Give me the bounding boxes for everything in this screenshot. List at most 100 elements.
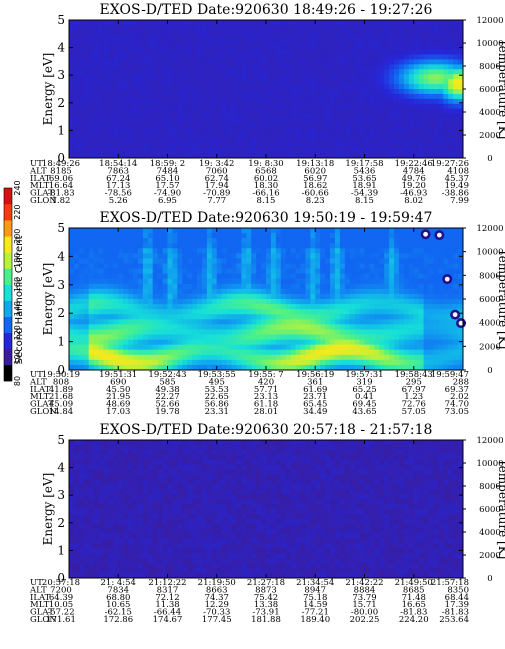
heatmap-cell bbox=[113, 238, 119, 244]
heatmap-cell bbox=[221, 118, 227, 124]
heatmap-cell bbox=[305, 108, 311, 115]
panel-1: EXOS-D/TED Date:920630 18:49:26 - 19:27:… bbox=[29, 2, 505, 206]
heatmap-cell bbox=[226, 258, 232, 264]
heatmap-cell bbox=[108, 103, 114, 110]
heatmap-cell bbox=[231, 49, 237, 55]
heatmap-cell bbox=[310, 283, 316, 290]
heatmap-cell bbox=[384, 113, 390, 119]
heatmap-cell bbox=[334, 334, 341, 340]
heatmap-cell bbox=[398, 334, 405, 340]
heatmap-cell bbox=[270, 248, 277, 254]
heatmap-cell bbox=[295, 253, 301, 259]
heatmap-cell bbox=[231, 29, 237, 36]
heatmap-cell bbox=[88, 469, 95, 475]
heatmap-cell bbox=[78, 148, 85, 154]
heatmap-cell bbox=[128, 309, 134, 315]
heatmap-cell bbox=[103, 128, 109, 134]
heatmap-cell bbox=[275, 44, 282, 50]
heatmap-cell bbox=[113, 49, 119, 55]
heatmap-cell bbox=[389, 233, 395, 239]
heatmap-cell bbox=[123, 364, 129, 371]
heatmap-cell bbox=[295, 44, 301, 50]
heatmap-cell bbox=[128, 39, 134, 46]
heatmap-cell bbox=[123, 349, 129, 356]
heatmap-cell bbox=[78, 133, 85, 139]
heatmap-cell bbox=[290, 288, 296, 295]
heatmap-cell bbox=[236, 153, 242, 159]
heatmap-cell bbox=[310, 69, 316, 75]
heatmap-cell bbox=[246, 93, 252, 100]
ephemeris-value: 4784 bbox=[403, 166, 425, 176]
heatmap-cell bbox=[349, 329, 356, 335]
heatmap-cell bbox=[458, 59, 464, 65]
heatmap-cell bbox=[344, 103, 351, 110]
heatmap-cell bbox=[320, 309, 326, 315]
heatmap-cell bbox=[453, 288, 459, 295]
heatmap-cell bbox=[256, 44, 262, 50]
heatmap-cell bbox=[172, 278, 178, 285]
heatmap-cell bbox=[325, 108, 331, 115]
heatmap-cell bbox=[123, 288, 129, 295]
heatmap-cell bbox=[305, 228, 311, 234]
heatmap-cell bbox=[128, 29, 134, 36]
heatmap-cell bbox=[246, 349, 252, 356]
heatmap-cell bbox=[339, 98, 346, 105]
ephemeris-value: 7.77 bbox=[207, 196, 226, 206]
heatmap-cell bbox=[157, 133, 163, 139]
heatmap-cell bbox=[78, 138, 85, 144]
heatmap-cell bbox=[108, 513, 114, 520]
heatmap-cell bbox=[157, 123, 163, 129]
heatmap-cell bbox=[182, 59, 188, 65]
heatmap-cell bbox=[251, 283, 257, 290]
heatmap-cell bbox=[192, 20, 198, 26]
heatmap-cell bbox=[275, 258, 282, 264]
heatmap-cell bbox=[73, 354, 80, 361]
heatmap-cell bbox=[128, 138, 134, 144]
heatmap-cell bbox=[256, 54, 262, 60]
ephemeris-value: 288 bbox=[453, 377, 469, 387]
heatmap-cell bbox=[394, 228, 400, 234]
heatmap-cell bbox=[103, 518, 109, 525]
heatmap-cell bbox=[374, 59, 380, 65]
heatmap-cell bbox=[226, 314, 232, 320]
heatmap-cell bbox=[300, 243, 306, 249]
heatmap-cell bbox=[448, 123, 454, 129]
heatmap-cell bbox=[448, 283, 454, 290]
heatmap-cell bbox=[182, 263, 188, 269]
heatmap-cell bbox=[458, 268, 464, 275]
heatmap-cell bbox=[98, 49, 104, 55]
heatmap-cell bbox=[398, 118, 405, 124]
heatmap-cell bbox=[458, 64, 464, 70]
heatmap-cell bbox=[142, 273, 149, 280]
heatmap-cell bbox=[98, 128, 104, 134]
heatmap-cell bbox=[182, 304, 188, 310]
heatmap-cell bbox=[246, 258, 252, 264]
heatmap-cell bbox=[349, 248, 356, 254]
heatmap-cell bbox=[147, 364, 154, 371]
heatmap-cell bbox=[226, 39, 232, 46]
heatmap-cell bbox=[300, 93, 306, 100]
heatmap-cell bbox=[320, 243, 326, 249]
heatmap-cell bbox=[339, 54, 346, 60]
heatmap-cell bbox=[266, 24, 272, 31]
heatmap-cell bbox=[261, 153, 267, 159]
heatmap-cell bbox=[305, 288, 311, 295]
heatmap-cell bbox=[394, 233, 400, 239]
heatmap-cell bbox=[206, 233, 213, 239]
heatmap-cell bbox=[438, 314, 444, 320]
heatmap-cell bbox=[162, 319, 168, 325]
heatmap-cell bbox=[197, 138, 203, 144]
heatmap-cell bbox=[113, 518, 119, 525]
heatmap-cell bbox=[458, 98, 464, 105]
heatmap-cell bbox=[69, 59, 75, 65]
heatmap-cell bbox=[325, 20, 331, 26]
heatmap-cell bbox=[418, 143, 425, 149]
heatmap-cell bbox=[261, 93, 267, 100]
heatmap-cell bbox=[177, 304, 183, 310]
heatmap-cell bbox=[379, 253, 385, 259]
heatmap-cell bbox=[458, 128, 464, 134]
heatmap-cell bbox=[133, 44, 139, 50]
heatmap-cell bbox=[418, 329, 425, 335]
heatmap-cell bbox=[246, 133, 252, 139]
heatmap-cell bbox=[320, 238, 326, 244]
